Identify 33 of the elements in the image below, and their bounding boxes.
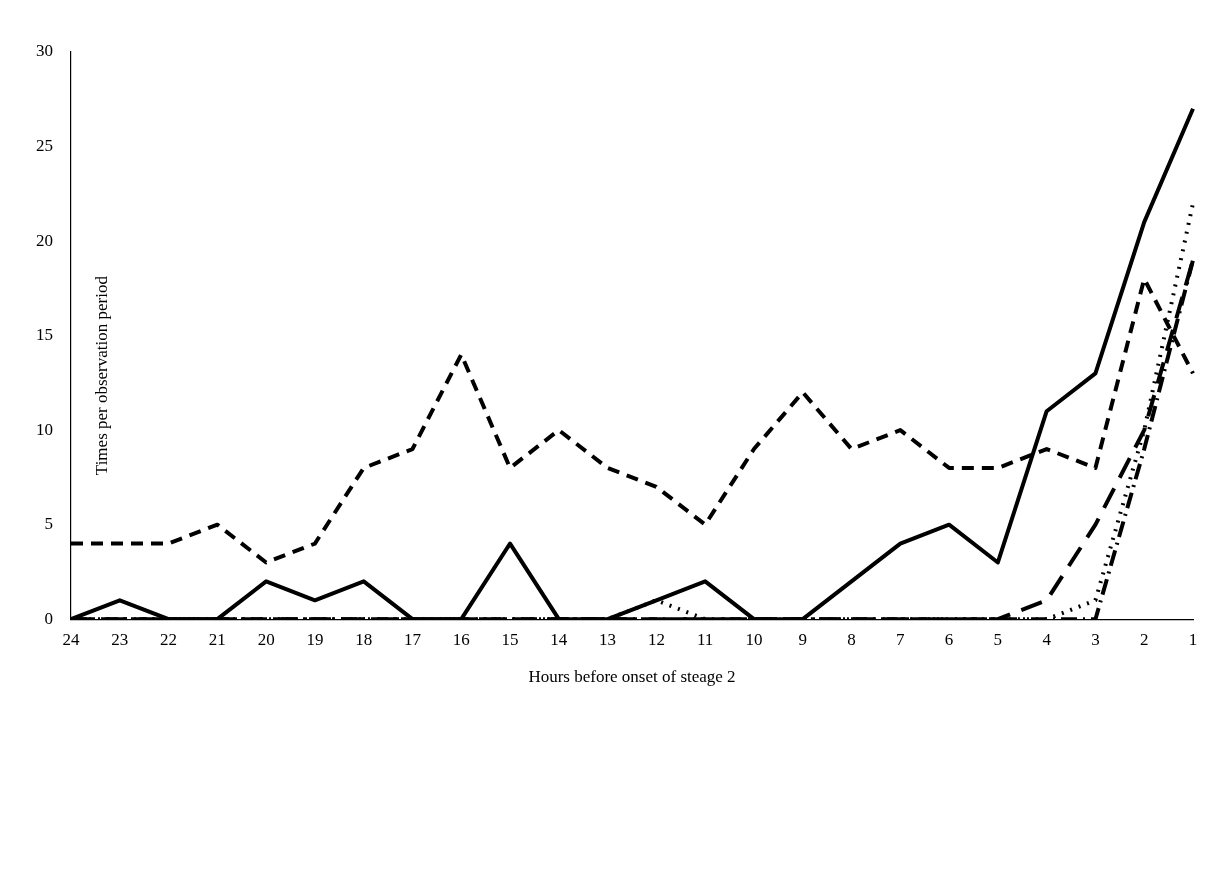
y-tick-label: 5 (44, 514, 53, 534)
x-tick-label: 14 (550, 629, 568, 649)
y-axis-title: Times per observation period (92, 275, 112, 476)
y-tick-label: 10 (36, 419, 53, 439)
x-tick-label: 1 (1188, 629, 1198, 649)
x-tick-label: 19 (306, 629, 324, 649)
x-tick-label: 23 (111, 629, 129, 649)
x-tick-label: 9 (798, 629, 807, 649)
x-tick-label: 22 (160, 629, 178, 649)
y-tick-label: 15 (36, 325, 53, 345)
x-tick-label: 4 (1042, 629, 1052, 649)
x-tick-label: 7 (896, 629, 906, 649)
x-tick-label: 24 (62, 629, 80, 649)
x-tick-label: 13 (599, 629, 617, 649)
y-tick-label: 0 (44, 608, 53, 628)
x-tick-label: 11 (696, 629, 714, 649)
x-tick-label: 2 (1139, 629, 1149, 649)
x-tick-label: 5 (993, 629, 1003, 649)
x-tick-label: 15 (501, 629, 519, 649)
y-tick-label: 20 (36, 230, 53, 250)
x-tick-label: 17 (403, 629, 422, 649)
x-tick-label: 18 (355, 629, 373, 649)
y-tick-label: 25 (36, 136, 53, 155)
x-tick-label: 8 (847, 629, 856, 649)
x-tick-label: 21 (208, 629, 226, 649)
x-tick-label: 16 (452, 629, 470, 649)
x-tick-label: 3 (1091, 629, 1100, 649)
x-tick-label: 20 (257, 629, 275, 649)
x-tick-label: 10 (745, 629, 763, 649)
x-tick-label: 6 (944, 629, 954, 649)
y-tick-label: 30 (36, 41, 53, 61)
x-tick-label: 12 (647, 629, 665, 649)
x-axis-title: Hours before onset of steage 2 (528, 667, 736, 687)
